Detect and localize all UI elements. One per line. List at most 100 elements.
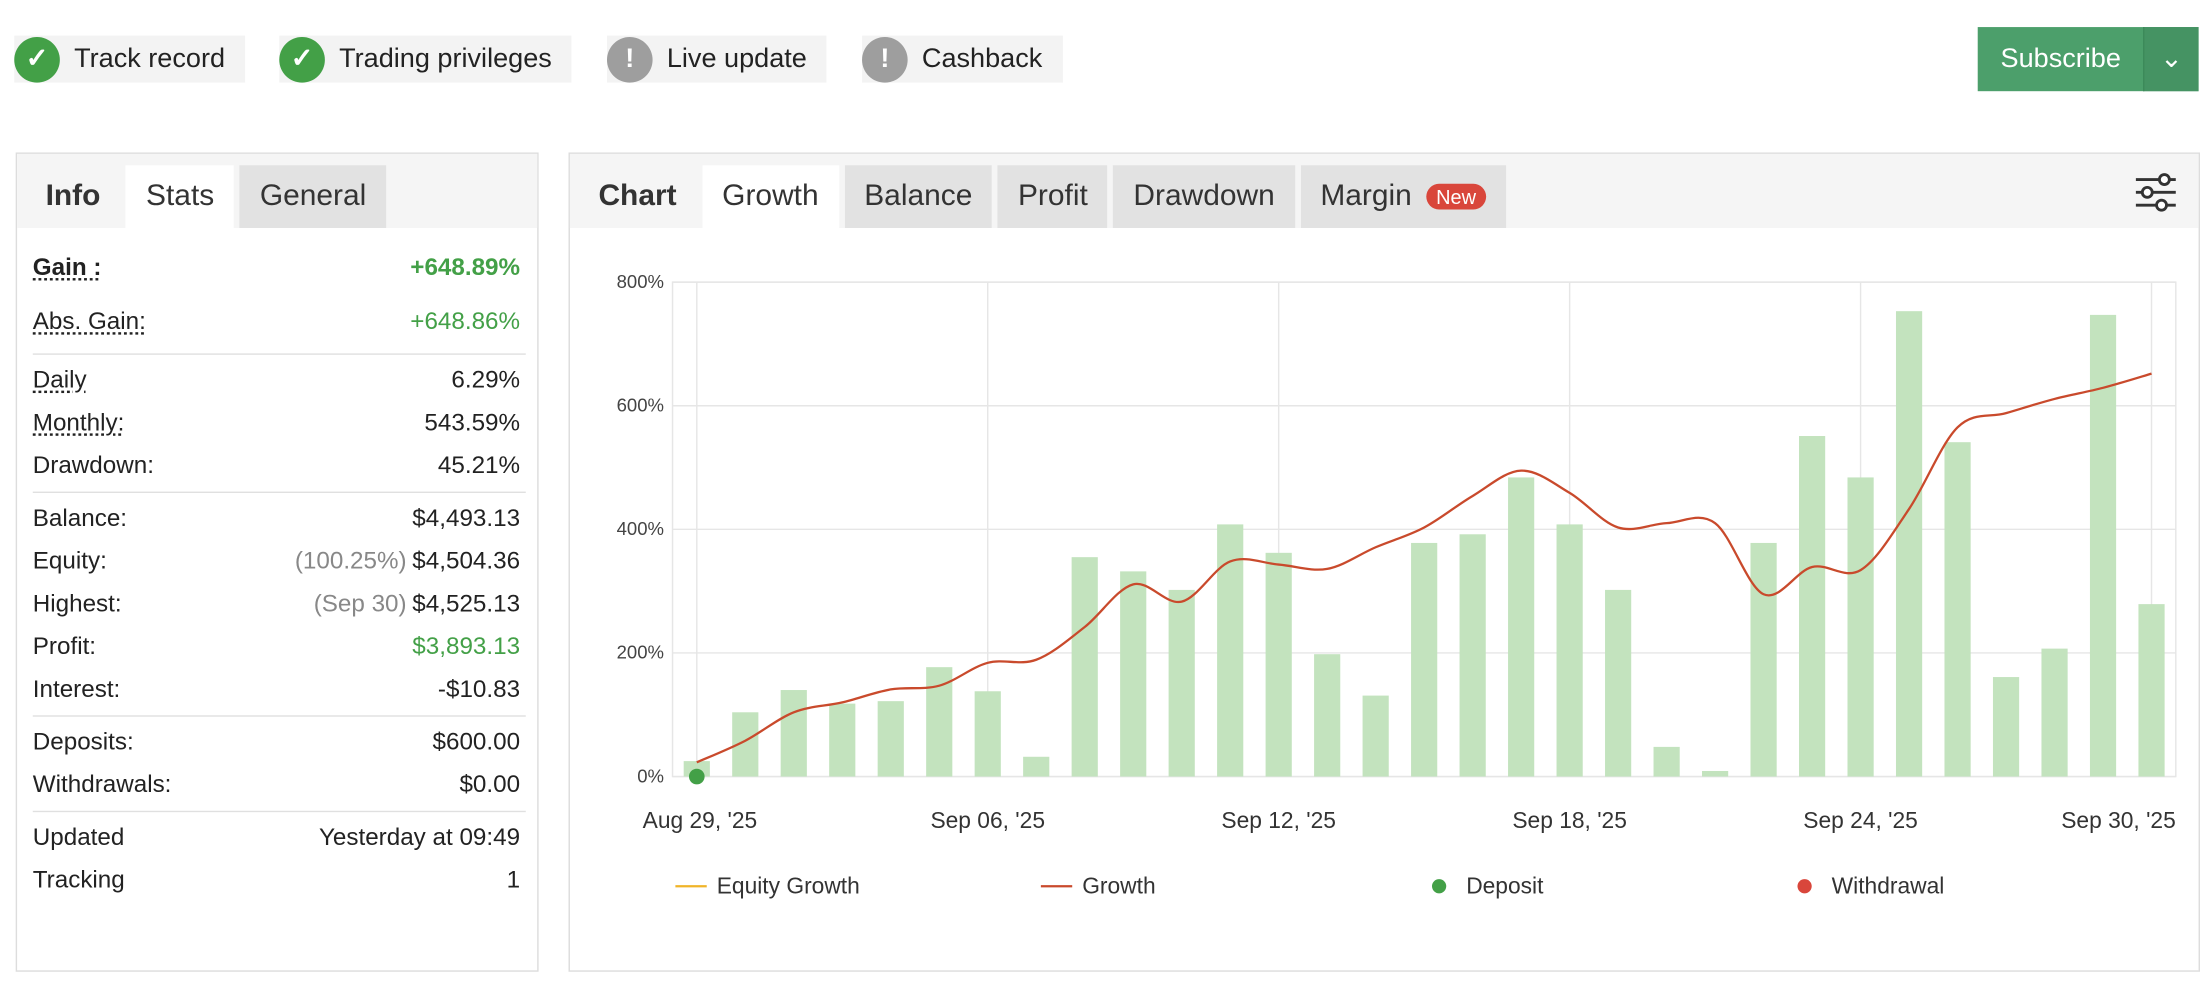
tab[interactable]: General [239,165,387,228]
stats-label: Monthly: [32,408,125,437]
chart-panel: Chart Growth Balance Profit Drawdown Margin Ne… [568,152,2200,972]
stats-value: +648.86% [410,307,521,335]
legend-label: Deposit [1466,872,1544,898]
stats-tabs: Info Stats General [17,153,538,228]
tab[interactable]: Balance [844,165,993,228]
bar [780,690,807,777]
tab[interactable]: Chart [598,179,677,213]
legend-label: Growth [1082,872,1155,898]
bar [1702,770,1729,777]
tab[interactable]: Profit [998,165,1108,228]
bar [1847,477,1874,777]
bar [829,703,856,777]
stats-value-wrap: +648.86% [410,308,520,336]
tab[interactable]: Margin New [1300,165,1506,228]
stats-row: Daily 6.29% [33,359,526,402]
stats-value-wrap: -$10.83 [438,675,520,703]
stats-note: (100.25%) [294,547,407,575]
bar [1798,436,1826,777]
stats-value-wrap: 543.59% [424,409,520,437]
bar [1071,557,1098,777]
stats-label: Equity: [32,547,107,575]
x-tick-label: Sep 18, '25 [1512,807,1627,833]
stats-value-wrap: 6.29% [451,366,520,394]
tab[interactable]: Growth [702,165,839,228]
bar [1411,542,1438,777]
x-tick-label: Aug 29, '25 [643,807,758,833]
x-tick-label: Sep 30, '25 [2061,807,2176,833]
x-tick-label: Sep 24, '25 [1803,807,1918,833]
stats-value-wrap: 45.21% [438,452,520,480]
bar [1459,534,1486,777]
stats-label: Profit: [32,632,97,660]
stats-value: 543.59% [424,408,521,437]
bar [926,667,953,777]
stats-label: Daily [32,366,87,394]
stats-value-wrap: Yesterday at 09:49 [319,824,520,852]
bar [974,691,1001,777]
badge-label: Live update [666,43,807,74]
stats-value: $4,504.36 [412,547,521,575]
stats-row: Gain : +648.89% [33,241,526,295]
stats-group: Gain : +648.89% Abs. Gain: +648.86% [32,237,526,355]
bar [1653,746,1680,777]
bar [1944,442,1971,777]
settings-icon[interactable] [2133,171,2179,214]
stats-label: Deposits: [32,728,134,756]
y-tick-label: 400% [617,518,664,539]
stats-value-wrap: 1 [507,866,520,894]
bar [2089,314,2117,777]
stats-label: Tracking [32,866,125,894]
stats-group: Deposits: $600.00 Withdrawals: $0.00 [32,717,526,813]
tab[interactable]: Info [45,179,101,213]
stats-group: Updated Yesterday at 09:49 Tracking 1 [33,812,526,906]
stats-list: Gain : +648.89% Abs. Gain: +648.86% Daily 6.2… [17,228,537,906]
bar [1265,552,1292,777]
bar [877,701,904,777]
stats-value: $600.00 [432,728,521,756]
bar [1168,589,1195,777]
stats-value: $4,493.13 [412,504,521,532]
stats-row: Balance: $4,493.13 [33,497,526,540]
stats-row: Updated Yesterday at 09:49 [33,816,526,859]
stats-group: Daily 6.29% Monthly: 543.59% Drawdown: 45.21% [32,355,526,494]
stats-row: Equity: (100.25%) $4,504.36 [33,540,526,583]
stats-value-wrap: $600.00 [433,728,521,756]
stats-group: Balance: $4,493.13 Equity: (100.25%) $4,504.… [32,493,526,717]
subscribe-button[interactable]: Subscribe ⌄ [1977,27,2199,92]
bar [1362,695,1389,777]
stats-panel: Info Stats General Gain : +648.89% Abs. Gain… [15,152,539,972]
bar [1992,677,2020,777]
bar [1314,654,1341,777]
bar [1750,542,1777,777]
stats-row: Drawdown: 45.21% [33,445,526,488]
stats-value: +648.89% [410,253,521,281]
tab[interactable]: Stats [126,165,235,228]
chart-tabs: Chart Growth Balance Profit Drawdown Margin Ne… [569,153,2199,228]
bar [2041,648,2068,777]
y-tick-label: 0% [637,765,664,786]
badge: ! Live update [606,35,827,83]
stats-row: Monthly: 543.59% [33,402,526,445]
stats-row: Profit: $3,893.13 [33,626,526,669]
marker [688,768,705,785]
stats-value: 45.21% [437,451,521,479]
bar [1120,571,1147,777]
new-badge: New [1426,183,1486,210]
stats-row: Withdrawals: $0.00 [33,764,526,807]
badge: ✓ Trading privileges [279,35,572,83]
bar [2138,604,2165,777]
stats-value: $3,893.13 [412,632,521,660]
legend-swatch [1797,879,1812,894]
stats-value-wrap: (Sep 30) $4,525.13 [314,590,520,618]
tab[interactable]: Drawdown [1113,165,1295,228]
stats-label: Gain : [32,253,102,281]
x-tick-label: Sep 06, '25 [930,807,1045,833]
stats-label: Balance: [32,504,128,532]
stats-value: 1 [506,866,521,894]
legend-label: Equity Growth [717,872,860,898]
stats-label: Updated [32,823,125,851]
line [696,372,2152,764]
